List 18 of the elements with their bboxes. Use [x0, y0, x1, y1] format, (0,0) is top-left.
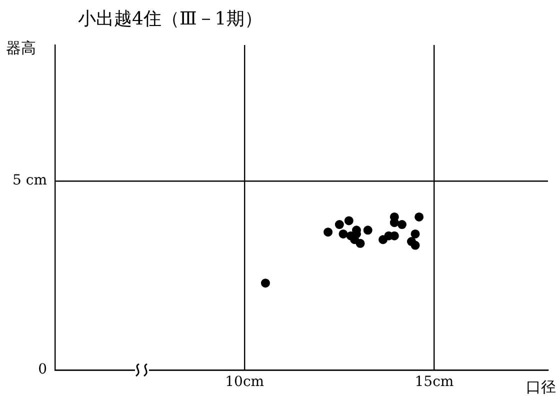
point: [414, 212, 424, 222]
y-tick-label: 0: [38, 362, 47, 378]
point: [363, 226, 372, 235]
x-tick-label: 15cm: [414, 374, 454, 390]
chart-title: 小出越4住（Ⅲ－1期）: [78, 8, 262, 30]
x-axis-title: 口径: [526, 378, 556, 396]
y-axis-title: 器高: [6, 38, 36, 57]
point: [334, 220, 344, 230]
point: [397, 220, 406, 230]
point: [410, 240, 420, 250]
x-tick-label: 10cm: [225, 374, 264, 390]
point: [344, 216, 354, 226]
point: [356, 238, 365, 248]
y-tick-label: 5 cm: [12, 172, 47, 189]
point: [324, 228, 333, 237]
point: [410, 229, 420, 238]
point: [260, 278, 270, 288]
point: [338, 229, 348, 238]
